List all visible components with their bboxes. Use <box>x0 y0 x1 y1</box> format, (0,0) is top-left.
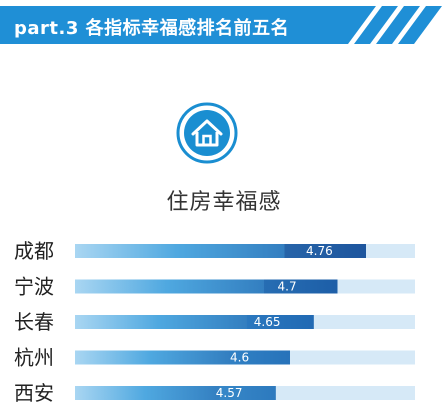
value-label: 4.65 <box>254 315 281 329</box>
value-label: 4.76 <box>306 244 333 258</box>
chart-title: 住房幸福感 <box>166 190 282 215</box>
category-label: 宁波 <box>14 275 54 299</box>
header-banner: part.3 各指标幸福感排名前五名 <box>0 0 448 56</box>
category-label: 长春 <box>14 310 54 334</box>
page-title: part.3 各指标幸福感排名前五名 <box>14 18 290 39</box>
bar-tail <box>219 386 276 400</box>
bar-tail <box>246 315 314 329</box>
house-icon <box>175 101 239 165</box>
category-label: 杭州 <box>14 346 54 370</box>
category-label: 成都 <box>14 239 54 263</box>
bar-tail <box>284 244 366 258</box>
bar-tail <box>229 350 290 365</box>
bar-tail <box>264 279 338 294</box>
banner-background <box>0 6 442 44</box>
value-label: 4.6 <box>230 351 249 365</box>
category-label: 西安 <box>14 381 54 405</box>
value-label: 4.7 <box>278 280 297 294</box>
value-label: 4.57 <box>216 386 243 400</box>
